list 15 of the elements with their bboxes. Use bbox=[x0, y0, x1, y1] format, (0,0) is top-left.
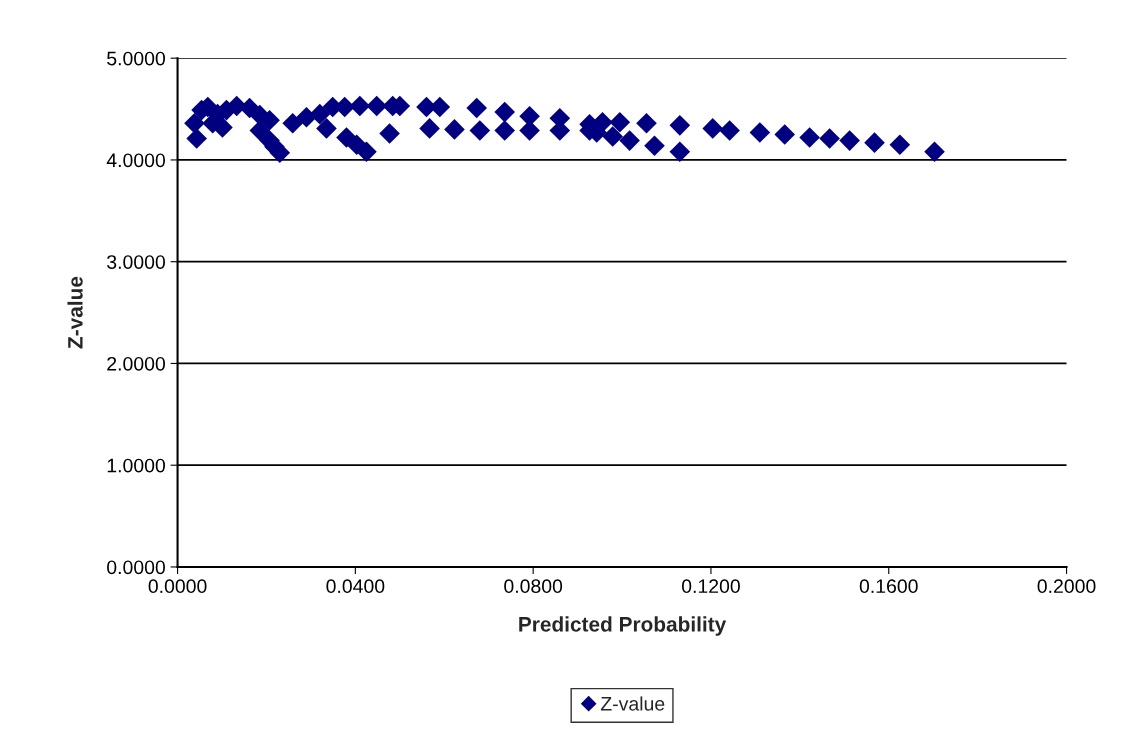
y-tick-label: 0.0000 bbox=[107, 560, 166, 575]
x-tick-label: 0.1200 bbox=[681, 579, 740, 594]
y-tick-label: 1.0000 bbox=[107, 458, 166, 473]
legend-label: Z-value bbox=[600, 696, 665, 711]
y-tick-label: 4.0000 bbox=[106, 153, 166, 168]
y-axis-title: Z-value bbox=[67, 276, 83, 349]
x-tick-label: 0.0400 bbox=[326, 579, 385, 594]
y-tick-label: 2.0000 bbox=[107, 356, 166, 371]
y-tick-label: 5.0000 bbox=[107, 51, 166, 66]
x-axis-title: Predicted Probability bbox=[519, 616, 727, 636]
x-tick-label: 0.0000 bbox=[148, 579, 207, 594]
x-tick-label: 0.2000 bbox=[1037, 579, 1096, 594]
x-tick-label: 0.1600 bbox=[859, 579, 918, 594]
y-tick-label: 3.0000 bbox=[107, 255, 166, 269]
x-tick-label: 0.0800 bbox=[504, 579, 563, 594]
